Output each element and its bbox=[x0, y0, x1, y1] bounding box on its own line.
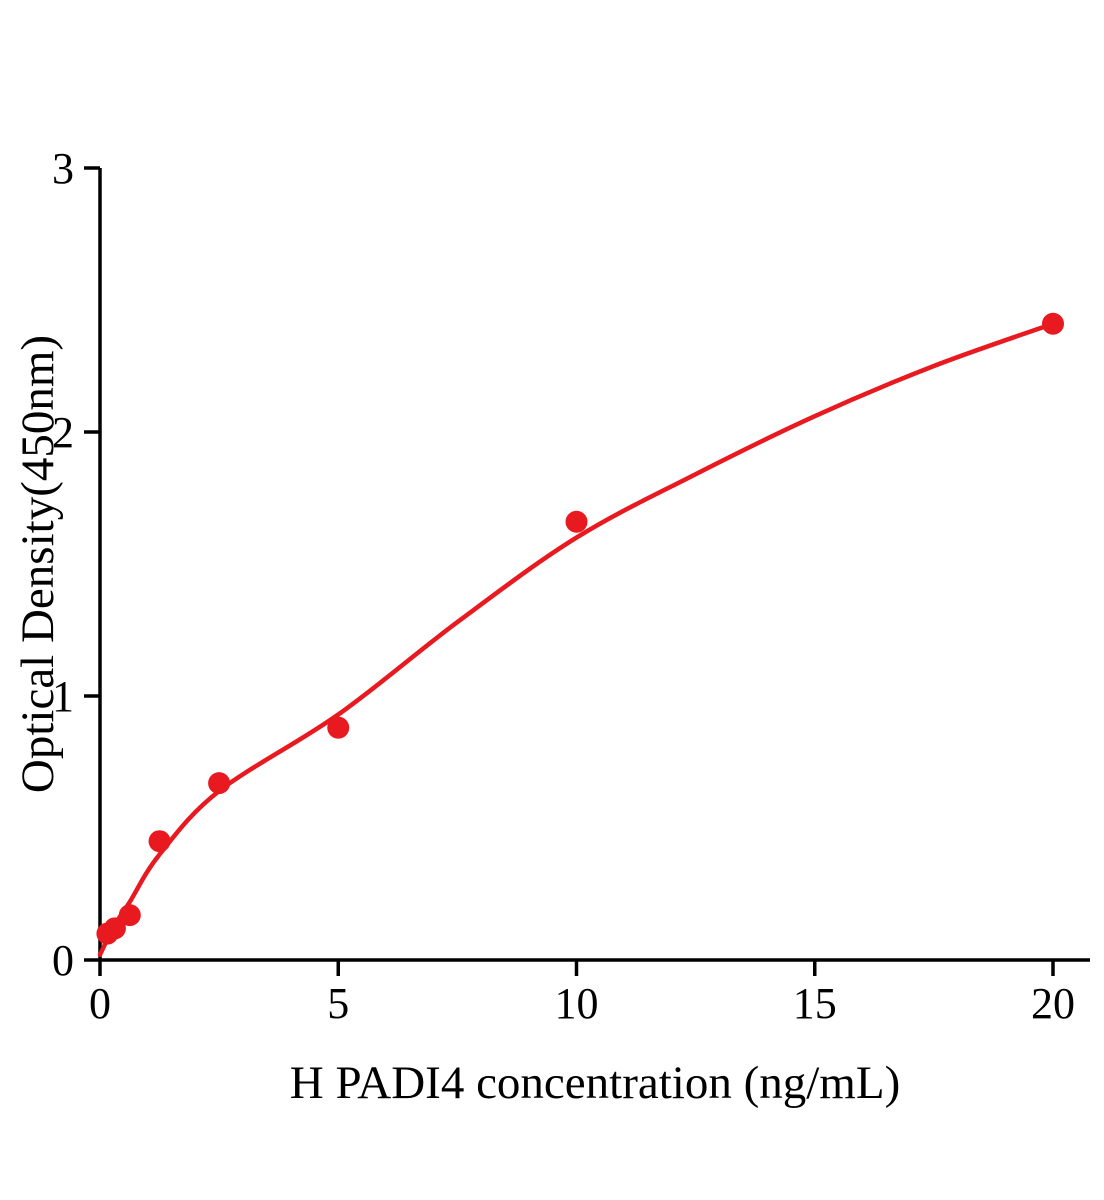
data-point bbox=[565, 510, 588, 533]
data-point bbox=[148, 830, 171, 853]
y-tick-label: 3 bbox=[52, 144, 74, 193]
y-tick-label: 2 bbox=[52, 408, 74, 457]
fit-curve bbox=[97, 321, 1056, 957]
data-point bbox=[103, 917, 126, 940]
x-tick-label: 10 bbox=[555, 979, 599, 1028]
x-axis-title: H PADI4 concentration (ng/mL) bbox=[289, 1057, 901, 1109]
x-tick-label: 5 bbox=[327, 979, 349, 1028]
x-tick-label: 0 bbox=[89, 979, 111, 1028]
data-point bbox=[327, 716, 350, 739]
y-tick-label: 0 bbox=[52, 936, 74, 985]
data-point bbox=[208, 772, 231, 795]
x-tick-label: 15 bbox=[793, 979, 837, 1028]
data-point bbox=[118, 904, 141, 927]
y-tick-label: 1 bbox=[52, 672, 74, 721]
y-axis-title: Optical Density(450nm) bbox=[12, 334, 64, 794]
x-tick-label: 20 bbox=[1031, 979, 1075, 1028]
data-point bbox=[1042, 312, 1064, 335]
